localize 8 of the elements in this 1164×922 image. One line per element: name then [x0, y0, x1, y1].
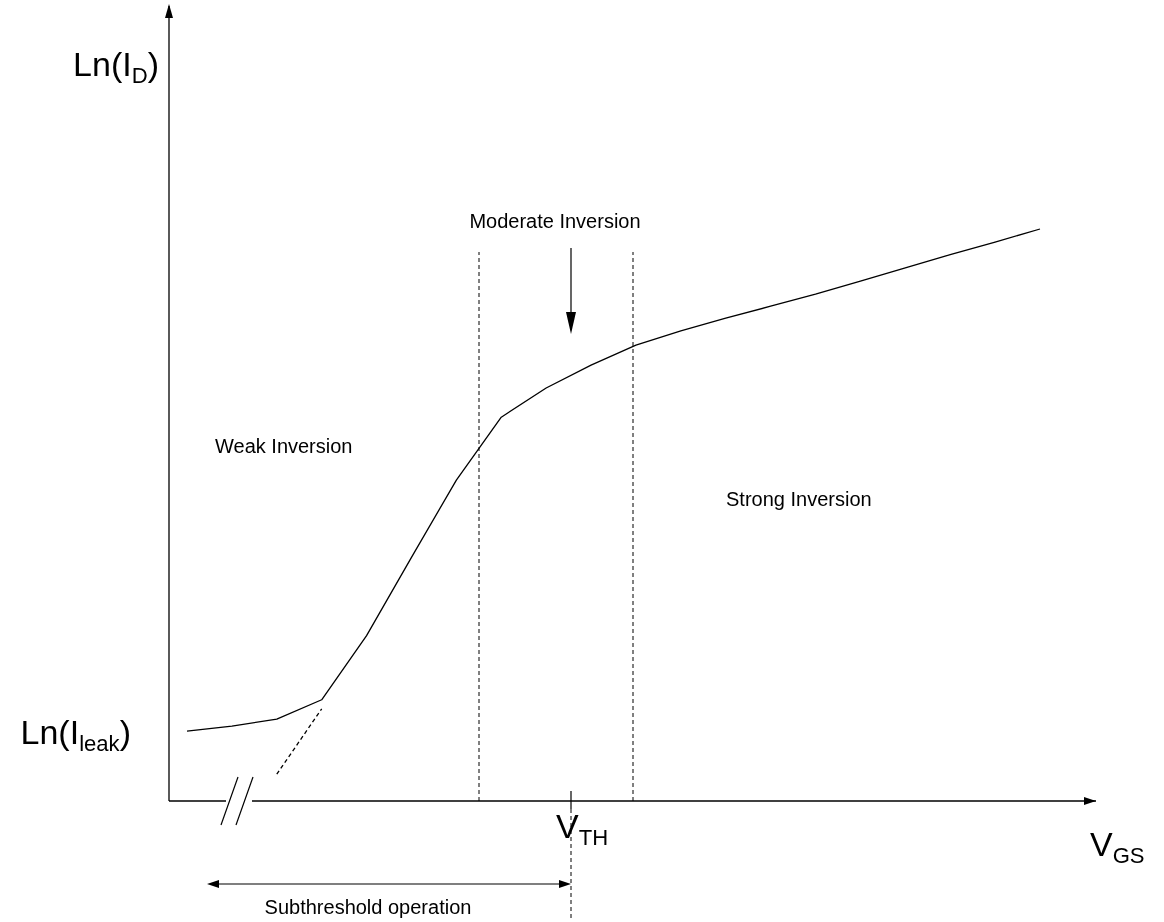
x-axis-title: V$_{GS}$: [1090, 825, 1145, 868]
text: Subthreshold operation: [264, 896, 472, 918]
y-axis-title: Ln(I$_{D}$): [73, 45, 159, 88]
text: V$_{TH}$: [556, 807, 609, 850]
annotation: Weak Inversion: [215, 435, 353, 457]
text: Ln(I$_{leak}$): [20, 713, 131, 756]
annotation: Strong Inversion: [726, 488, 872, 510]
annotation: Moderate Inversion: [469, 210, 641, 232]
